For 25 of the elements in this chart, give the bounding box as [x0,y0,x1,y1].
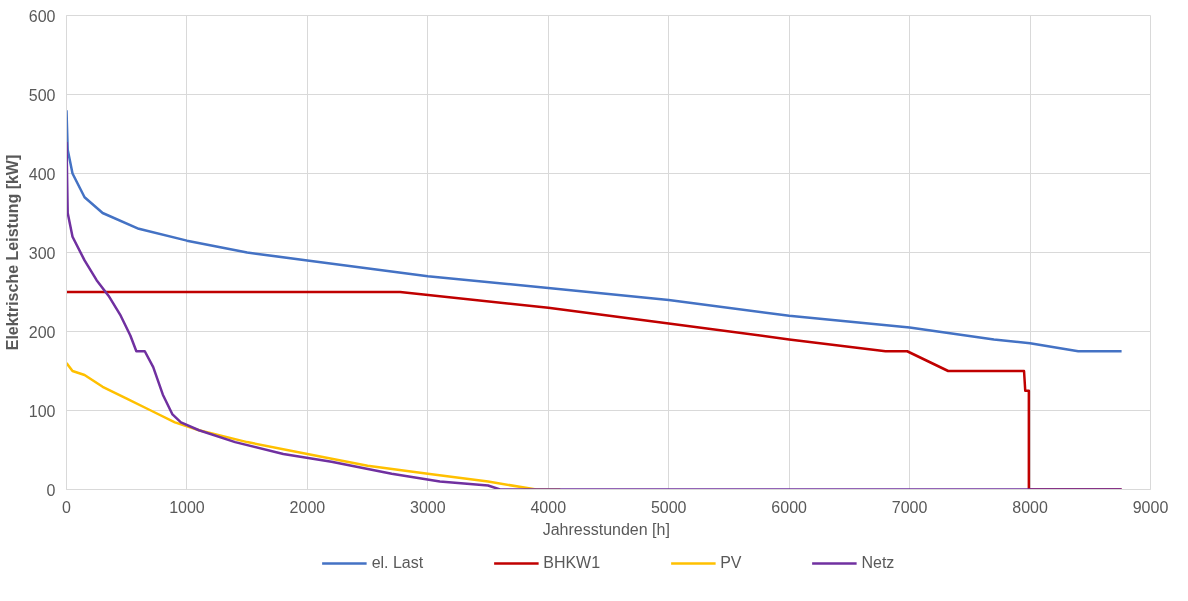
x-tick-label: 4000 [530,498,567,516]
y-tick-label: 600 [28,7,56,25]
x-tick-label: 5000 [650,498,687,516]
x-tick-label: 2000 [289,498,326,516]
y-axis-title: Elektrische Leistung [kW] [3,154,21,351]
y-tick-label: 100 [28,402,56,420]
x-tick-label: 0 [62,498,72,516]
y-tick-label: 300 [28,244,56,262]
x-tick-label: 6000 [771,498,808,516]
y-tick-label: 200 [28,323,56,341]
x-tick-label: 1000 [169,498,205,516]
x-tick-label: 8000 [1012,498,1048,516]
legend-label: Netz [861,553,895,572]
legend-label: el. Last [371,553,424,572]
y-tick-label: 400 [28,165,56,183]
y-tick-label: 0 [46,481,56,499]
legend-label: BHKW1 [543,553,601,572]
line-series [66,109,1123,353]
x-tick-label: 7000 [891,498,928,516]
x-tick-label: 3000 [410,498,446,516]
legend-label: PV [720,553,742,572]
x-tick-label: 9000 [1132,498,1169,516]
x-axis-title: Jahresstunden [h] [542,520,670,538]
line-series [66,140,1123,490]
y-tick-label: 500 [28,86,56,104]
